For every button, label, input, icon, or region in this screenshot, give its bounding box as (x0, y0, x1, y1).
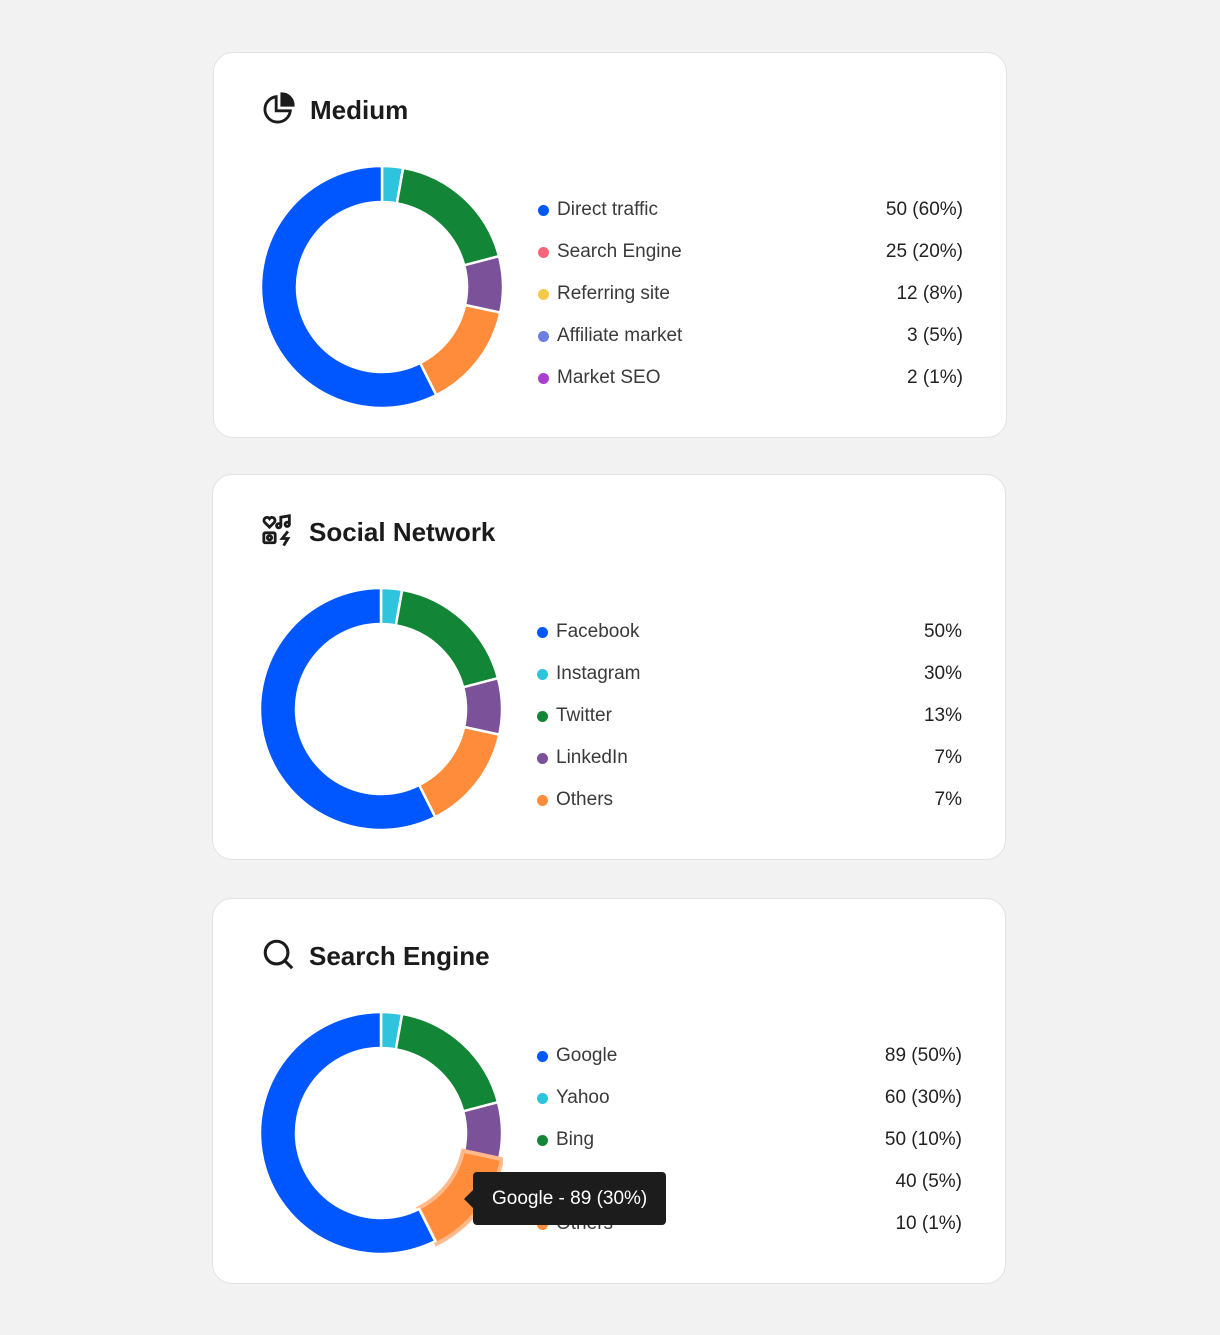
donut-chart (259, 587, 503, 831)
legend-value: 7% (934, 789, 962, 810)
legend-item[interactable]: Others 7% (537, 779, 962, 821)
legend-dot (538, 330, 549, 342)
donut-segment[interactable] (417, 725, 501, 819)
donut-segment[interactable] (418, 303, 502, 397)
donut-chart (259, 1011, 503, 1255)
legend-value: 60 (30%) (884, 1087, 962, 1108)
legend-item[interactable]: Bing 50 (10%) (537, 1119, 962, 1161)
legend-item[interactable]: Referring site 12 (8%) (538, 273, 963, 315)
legend-dot (538, 246, 549, 258)
legend-dot (537, 1092, 548, 1104)
card-title: Social Network (309, 517, 496, 547)
card-title: Medium (310, 95, 409, 125)
legend-item[interactable]: Search Engine 25 (20%) (538, 231, 963, 273)
card-header: Search Engine (261, 937, 490, 976)
legend-value: 50 (60%) (885, 199, 963, 220)
donut-segment[interactable] (394, 1012, 500, 1113)
card-header: Social Network (261, 513, 495, 552)
legend-label: Search Engine (557, 241, 682, 262)
donut-segment[interactable] (395, 166, 501, 267)
legend-label: Bing (556, 1129, 595, 1150)
search-icon (261, 937, 295, 976)
legend-value: 25 (20%) (885, 241, 963, 262)
legend-dot (537, 1050, 548, 1062)
donut-segment[interactable] (462, 254, 504, 315)
legend-label: Facebook (556, 621, 640, 642)
donut-segment[interactable] (461, 676, 503, 737)
legend-dot (537, 752, 548, 764)
legend-value: 10 (1%) (895, 1213, 962, 1234)
legend-item[interactable]: Market SEO 2 (1%) (538, 357, 963, 399)
donut-chart (260, 165, 504, 409)
donut-segment[interactable] (259, 1011, 437, 1255)
medium-card: Medium Direct traffic 50 (60%) Search Engin… (213, 52, 1007, 438)
legend-label: Google (556, 1045, 618, 1066)
legend-dot (538, 372, 549, 384)
legend-label: Others (556, 789, 614, 810)
search-engine-card: Search Engine Google 89 (50%) Yahoo 60 (30%)… (212, 898, 1006, 1284)
card-header: Medium (262, 91, 408, 130)
legend-label: Yahoo (556, 1087, 610, 1108)
legend-dot (537, 668, 548, 680)
legend-item[interactable]: Direct traffic 50 (60%) (538, 189, 963, 231)
legend-dot (538, 204, 549, 216)
legend-item[interactable]: Affiliate market 3 (5%) (538, 315, 963, 357)
donut-segment[interactable] (394, 588, 500, 689)
legend-item[interactable]: Twitter 13% (537, 695, 962, 737)
donut-segment[interactable] (259, 587, 437, 831)
social-network-card: Social Network Facebook 50% Instagram 30% Twi… (212, 474, 1006, 860)
legend-value: 12 (8%) (896, 283, 963, 304)
legend-label: Affiliate market (557, 325, 683, 346)
legend-value: 89 (50%) (884, 1045, 962, 1066)
legend-value: 30% (923, 663, 962, 684)
legend-item[interactable]: Yahoo 60 (30%) (537, 1077, 962, 1119)
card-title: Search Engine (309, 941, 490, 971)
legend-label: Referring site (557, 283, 670, 304)
legend-value: 40 (5%) (895, 1171, 962, 1192)
legend-value: 7% (934, 747, 962, 768)
legend-value: 2 (1%) (907, 367, 963, 388)
legend-item[interactable]: LinkedIn 7% (537, 737, 962, 779)
legend-value: 50% (923, 621, 962, 642)
legend-dot (537, 626, 548, 638)
legend-label: Twitter (556, 705, 612, 726)
legend-item[interactable]: Instagram 30% (537, 653, 962, 695)
legend-label: Instagram (556, 663, 641, 684)
legend-dot (537, 710, 548, 722)
legend-value: 3 (5%) (907, 325, 963, 346)
legend-value: 13% (923, 705, 962, 726)
legend-dot (538, 288, 549, 300)
legend-dot (537, 794, 548, 806)
chart-tooltip: Google - 89 (30%) (463, 1172, 667, 1225)
legend-dot (537, 1134, 548, 1146)
donut-segment[interactable] (260, 165, 438, 409)
legend-label: Direct traffic (557, 199, 659, 220)
legend-value: 50 (10%) (884, 1129, 962, 1150)
legend-item[interactable]: Facebook 50% (537, 611, 962, 653)
legend-item[interactable]: Google 89 (50%) (537, 1035, 962, 1077)
social-apps-icon (261, 513, 295, 552)
legend: Facebook 50% Instagram 30% Twitter 13% LinkedI… (537, 611, 962, 821)
legend-label: LinkedIn (556, 747, 628, 768)
legend: Direct traffic 50 (60%) Search Engine 25 (2… (538, 189, 963, 399)
pie-chart-icon (262, 91, 296, 130)
legend-label: Market SEO (557, 367, 661, 388)
